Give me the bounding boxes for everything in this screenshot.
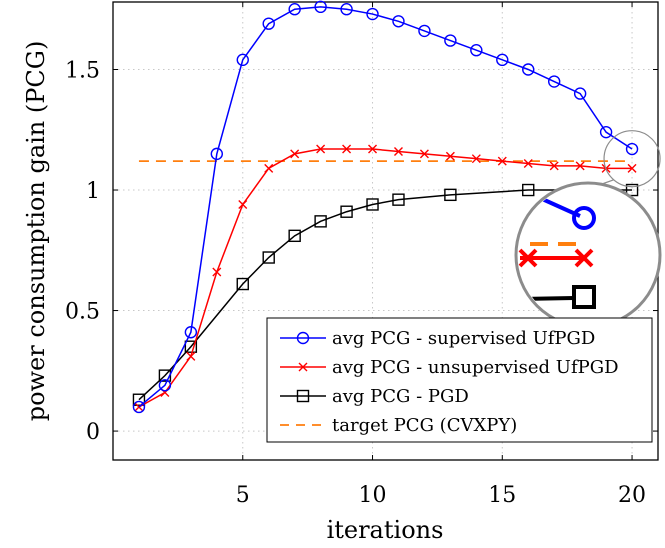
- circle-marker: [470, 44, 483, 57]
- series-0: [132, 0, 639, 414]
- legend-box: [266, 317, 653, 443]
- axis-ticks: 5 10 15 20 0 0.5 1 1.5: [65, 2, 658, 508]
- x-marker: [186, 351, 196, 361]
- x-axis-label: iterations: [327, 516, 444, 544]
- zoom-inset: [514, 130, 662, 329]
- zoom-source-circle: [603, 130, 661, 188]
- x-marker: [298, 362, 308, 372]
- square-marker: [288, 229, 301, 243]
- series-line: [138, 148, 633, 408]
- legend-label: avg PCG - PGD: [332, 386, 469, 407]
- square-marker: [296, 389, 310, 403]
- x-marker: [575, 161, 585, 171]
- legend: avg PCG - supervised UfPGD avg PCG - unsu…: [266, 317, 653, 443]
- circle-marker: [132, 400, 146, 414]
- x-tick-label: 10: [359, 483, 387, 508]
- square-marker: [132, 393, 146, 406]
- circle-marker: [262, 17, 275, 30]
- circle-marker: [418, 24, 431, 38]
- square-marker: [625, 183, 639, 197]
- y-axis-label: power consumption gain (PCG): [22, 41, 50, 422]
- circle-marker: [184, 326, 198, 339]
- circle-marker: [599, 125, 613, 139]
- square-marker: [314, 215, 327, 228]
- square-marker: [184, 340, 198, 353]
- x-marker: [212, 267, 222, 277]
- series-group: [132, 0, 639, 414]
- square-marker: [262, 251, 275, 264]
- y-tick-label: 0.5: [65, 300, 100, 325]
- circle-marker: [392, 15, 405, 28]
- circle-marker: [314, 0, 327, 14]
- series-2: [132, 183, 639, 406]
- legend-label: avg PCG - supervised UfPGD: [332, 328, 595, 349]
- circle-marker: [444, 34, 457, 47]
- square-marker: [444, 188, 457, 202]
- circle-marker: [340, 3, 353, 16]
- x-marker: [549, 161, 559, 171]
- x-marker: [342, 144, 352, 154]
- square-marker: [522, 183, 535, 197]
- circle-marker: [296, 331, 310, 345]
- circle-marker: [496, 53, 509, 67]
- x-marker: [445, 151, 455, 161]
- x-marker: [393, 146, 403, 156]
- circle-marker: [158, 379, 172, 392]
- x-tick-label: 5: [236, 483, 250, 508]
- x-marker: [627, 163, 637, 173]
- x-marker: [497, 156, 507, 166]
- circle-marker: [288, 3, 301, 16]
- x-marker: [290, 149, 300, 159]
- circle-marker: [547, 75, 561, 88]
- y-tick-label: 0: [86, 420, 100, 445]
- x-tick-label: 20: [618, 483, 646, 508]
- legend-label: target PCG (CVXPY): [332, 415, 517, 436]
- series-1: [134, 144, 637, 412]
- y-tick-label: 1: [86, 179, 100, 204]
- circle-marker: [573, 87, 587, 100]
- x-marker: [264, 163, 274, 173]
- square-marker: [236, 277, 249, 291]
- zoom-circle-marker: [572, 206, 596, 230]
- x-tick-label: 15: [488, 483, 516, 508]
- circle-marker: [522, 63, 535, 76]
- x-marker: [238, 199, 248, 209]
- zoom-black-line: [519, 296, 575, 301]
- series-line: [138, 6, 633, 408]
- circle-marker: [210, 147, 224, 161]
- square-marker: [366, 198, 379, 211]
- x-marker: [419, 149, 429, 159]
- legend-label: avg PCG - unsupervised UfPGD: [332, 357, 619, 378]
- square-marker: [340, 205, 353, 218]
- zoom-square-marker: [572, 285, 596, 309]
- x-marker: [368, 144, 378, 154]
- zoom-x-marker: [518, 248, 538, 268]
- square-marker: [392, 193, 405, 206]
- x-marker: [471, 154, 481, 164]
- plot-area-frame: [112, 1, 659, 461]
- x-marker: [316, 144, 326, 154]
- zoom-x-marker: [574, 248, 594, 268]
- grid: [113, 2, 658, 460]
- circle-marker: [366, 7, 379, 21]
- circle-marker: [236, 53, 249, 67]
- series-line: [138, 189, 633, 401]
- y-tick-label: 1.5: [65, 58, 100, 83]
- x-marker: [523, 159, 533, 168]
- circle-marker: [625, 142, 639, 156]
